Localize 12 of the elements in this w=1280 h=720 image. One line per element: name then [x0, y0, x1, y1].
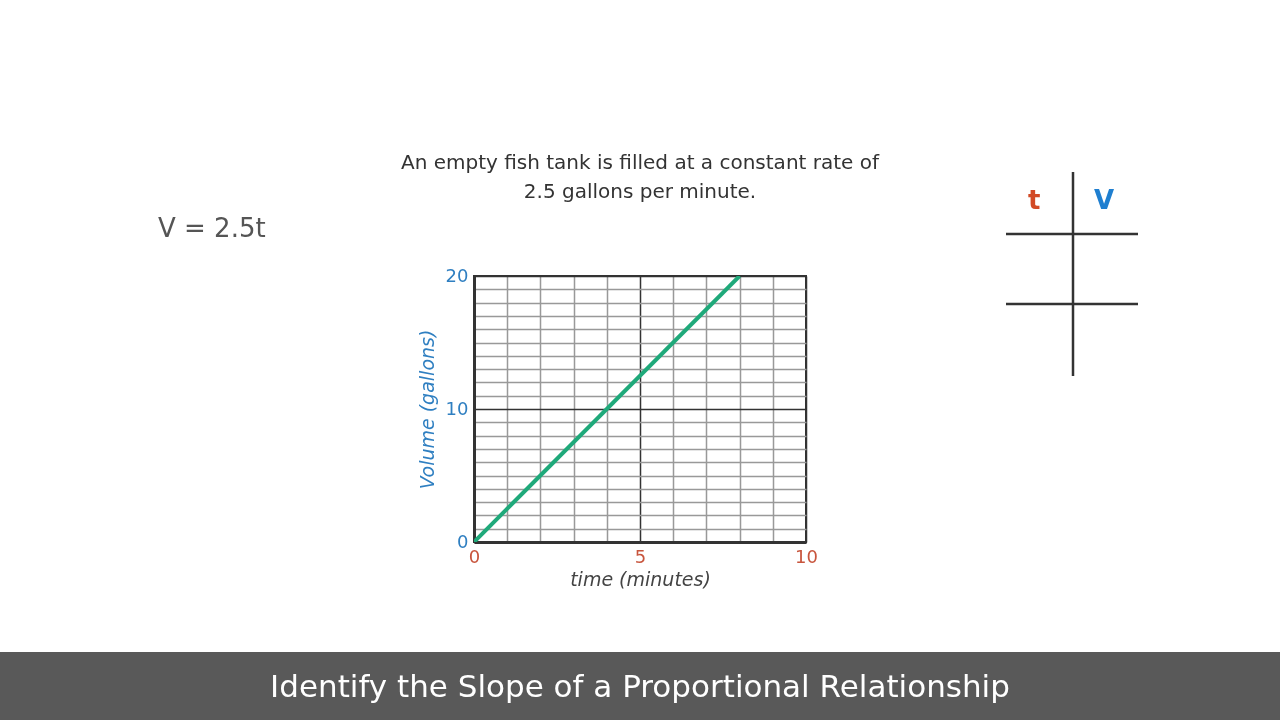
text: t [1028, 185, 1041, 215]
y-tick-label: 20 [445, 264, 469, 286]
y-tick-label: 0 [457, 530, 469, 552]
text: V = 2.5t [158, 213, 266, 243]
y-axis-title: Volume (gallons) [415, 329, 438, 490]
text: V [1094, 185, 1115, 215]
chart-subtitle: An empty fish tank is filled at a constant rate of 2.5 gallons per minute. [400, 149, 881, 205]
x-tick-label: 10 [795, 545, 818, 567]
x-tick-label: 5 [634, 545, 647, 567]
x-axis-title: time (minutes) [570, 567, 711, 590]
y-tick-label: 10 [445, 397, 469, 419]
text: Identify the Slope of a Proportional Relationship [0, 652, 1280, 720]
